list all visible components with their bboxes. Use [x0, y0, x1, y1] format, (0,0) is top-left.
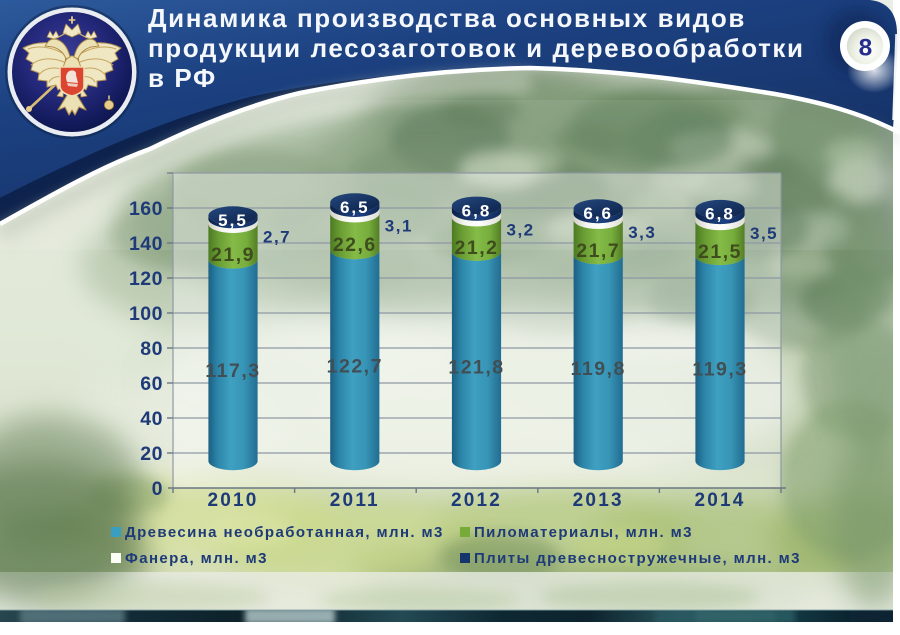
svg-text:Древесина необработанная, млн.: Древесина необработанная, млн. м3: [125, 524, 444, 541]
svg-text:21,7: 21,7: [576, 240, 620, 262]
svg-text:22,6: 22,6: [333, 234, 377, 256]
svg-text:6,6: 6,6: [583, 204, 613, 223]
svg-text:119,3: 119,3: [692, 358, 747, 380]
svg-text:Фанера, млн. м3: Фанера, млн. м3: [125, 550, 268, 567]
svg-text:2014: 2014: [694, 490, 745, 511]
svg-text:2013: 2013: [573, 490, 624, 511]
svg-text:160: 160: [129, 198, 163, 220]
svg-text:21,9: 21,9: [211, 244, 255, 266]
svg-text:121,8: 121,8: [448, 356, 504, 378]
svg-text:60: 60: [140, 373, 163, 395]
svg-text:6,8: 6,8: [705, 205, 735, 224]
svg-text:8: 8: [859, 35, 873, 62]
svg-text:21,2: 21,2: [455, 237, 499, 259]
svg-text:20: 20: [140, 443, 163, 465]
svg-text:продукции лесозаготовок и дере: продукции лесозаготовок и деревообработк…: [148, 33, 805, 63]
svg-text:140: 140: [129, 233, 163, 255]
svg-text:3,3: 3,3: [628, 223, 656, 242]
svg-text:2011: 2011: [330, 490, 380, 511]
svg-text:5,5: 5,5: [218, 211, 248, 230]
svg-text:3,5: 3,5: [750, 224, 778, 243]
svg-text:Пиломатериалы, млн. м3: Пиломатериалы, млн. м3: [474, 524, 693, 541]
svg-text:117,3: 117,3: [205, 360, 260, 382]
svg-text:40: 40: [140, 408, 163, 430]
svg-text:119,8: 119,8: [571, 358, 626, 380]
svg-text:Плиты древесностружечные, млн.: Плиты древесностружечные, млн. м3: [474, 550, 801, 567]
svg-text:0: 0: [152, 478, 163, 500]
svg-text:21,5: 21,5: [698, 241, 742, 263]
svg-text:6,5: 6,5: [340, 198, 370, 217]
svg-text:Динамика производства основных: Динамика производства основных видов: [148, 3, 746, 33]
svg-text:2,7: 2,7: [263, 228, 291, 247]
svg-text:100: 100: [129, 303, 163, 325]
svg-text:2010: 2010: [207, 490, 258, 511]
svg-text:3,1: 3,1: [385, 217, 413, 236]
svg-text:3,2: 3,2: [507, 221, 535, 240]
svg-text:6,8: 6,8: [462, 201, 492, 220]
svg-text:80: 80: [140, 338, 163, 360]
svg-text:в РФ: в РФ: [148, 63, 217, 93]
svg-text:2012: 2012: [451, 490, 502, 511]
svg-text:122,7: 122,7: [327, 356, 383, 378]
svg-text:120: 120: [129, 268, 163, 290]
